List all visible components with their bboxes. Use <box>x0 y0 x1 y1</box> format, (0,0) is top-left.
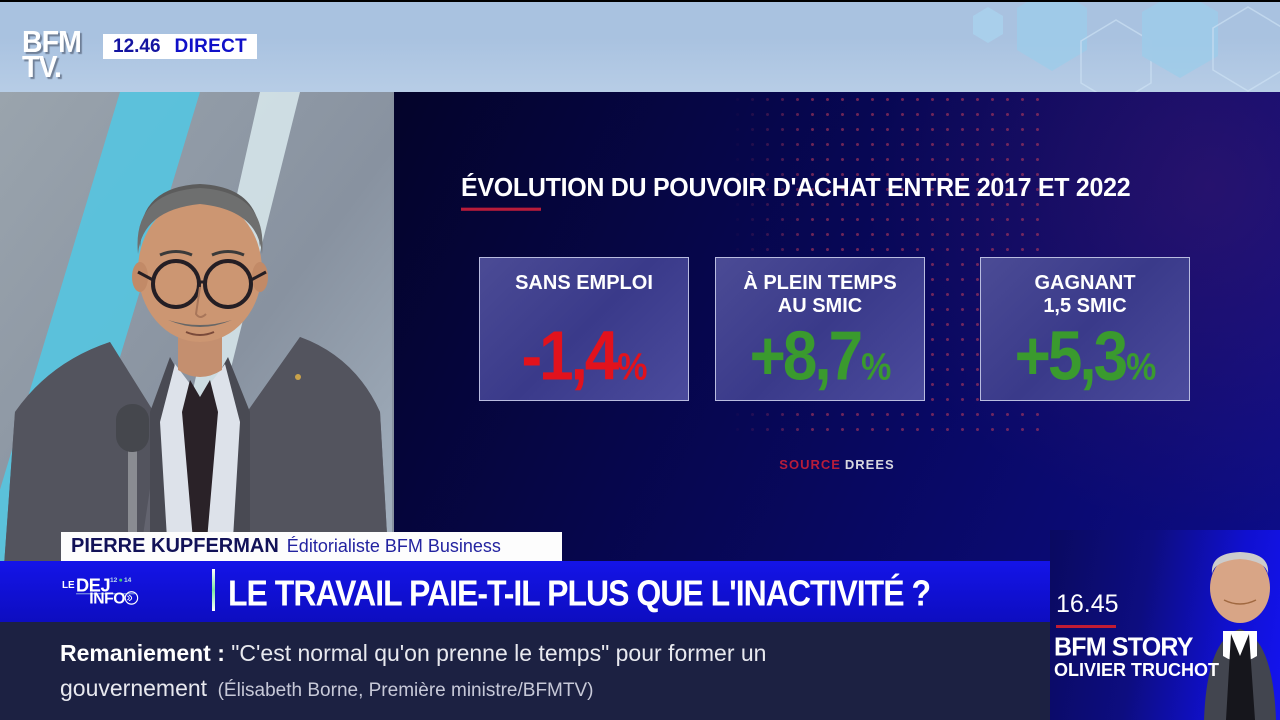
svg-text:LE: LE <box>62 580 75 591</box>
svg-text:14: 14 <box>124 577 132 584</box>
svg-text:12: 12 <box>110 577 118 584</box>
svg-text:INFO: INFO <box>89 591 125 608</box>
